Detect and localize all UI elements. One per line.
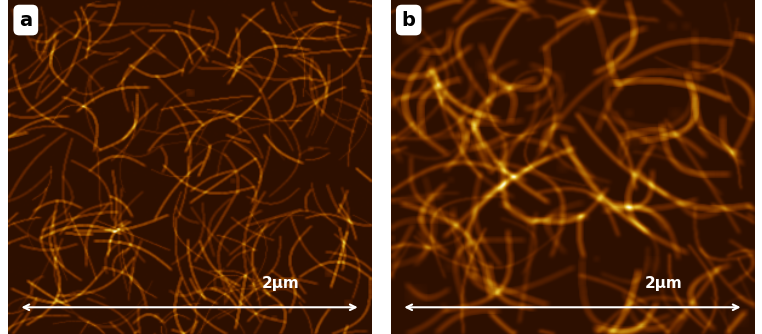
Text: 2μm: 2μm [645, 277, 682, 291]
Text: a: a [19, 11, 32, 29]
Text: b: b [402, 11, 415, 29]
Text: 2μm: 2μm [261, 277, 299, 291]
